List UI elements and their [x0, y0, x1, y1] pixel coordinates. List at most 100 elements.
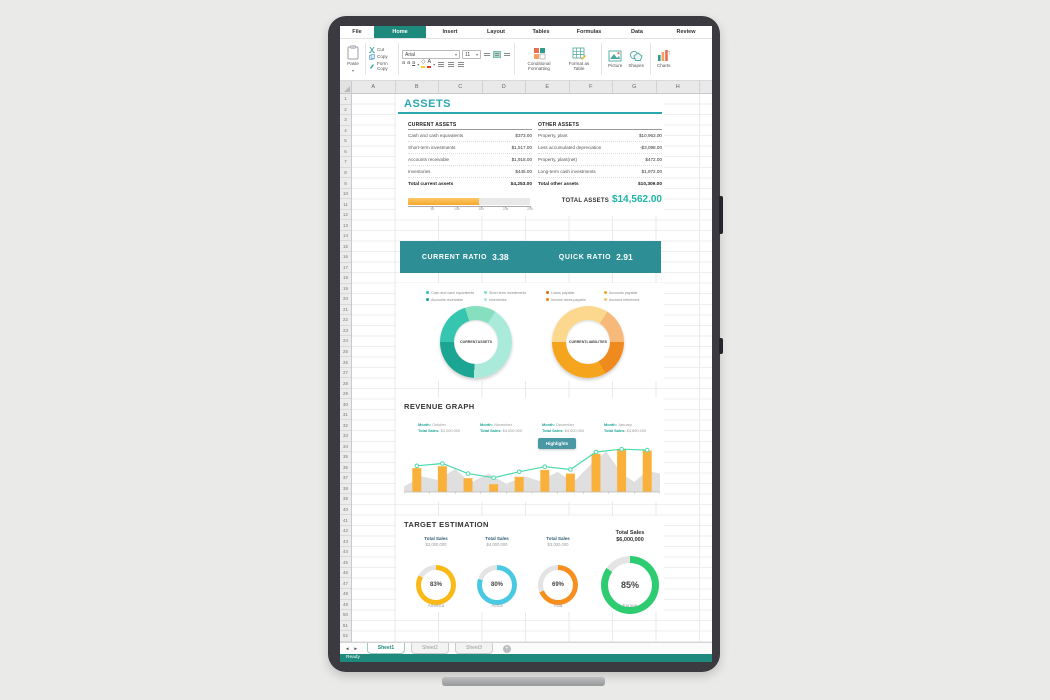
row-header-50[interactable]: 50 [340, 610, 351, 621]
font-size-select[interactable]: 11 ▾ [462, 50, 481, 60]
row-header-23[interactable]: 23 [340, 326, 351, 337]
row-header-21[interactable]: 21 [340, 305, 351, 316]
sheet-tab-sheet1[interactable]: Sheet1 [366, 643, 405, 654]
column-header-B[interactable]: B [396, 81, 439, 93]
row-header-48[interactable]: 48 [340, 589, 351, 600]
copy-button[interactable]: Copy [369, 54, 395, 60]
row-header-39[interactable]: 39 [340, 494, 351, 505]
fill-color-button[interactable]: ◇ [421, 60, 426, 68]
tab-formulas[interactable]: Formulas [576, 29, 602, 35]
paste-dropdown-caret[interactable]: ▾ [351, 67, 354, 73]
column-header-F[interactable]: F [570, 81, 613, 93]
tab-tables[interactable]: Tables [532, 29, 550, 35]
row-header-46[interactable]: 46 [340, 568, 351, 579]
sheet-tab-sheet3[interactable]: Sheet3 [454, 643, 493, 654]
font-name-select[interactable]: Arial ▾ [402, 50, 460, 60]
row-header-10[interactable]: 10 [340, 189, 351, 200]
row-header-33[interactable]: 33 [340, 431, 351, 442]
row-header-35[interactable]: 35 [340, 452, 351, 463]
tab-review[interactable]: Review [676, 29, 696, 35]
row-header-43[interactable]: 43 [340, 536, 351, 547]
charts-button[interactable]: ? Charts [654, 41, 674, 77]
tab-insert[interactable]: Insert [442, 29, 458, 35]
row-header-37[interactable]: 37 [340, 473, 351, 484]
row-header-13[interactable]: 13 [340, 220, 351, 231]
row-header-51[interactable]: 51 [340, 621, 351, 632]
row-header-28[interactable]: 28 [340, 378, 351, 389]
align-left-button[interactable] [437, 61, 445, 68]
row-header-40[interactable]: 40 [340, 505, 351, 516]
tab-data[interactable]: Data [631, 29, 643, 35]
shapes-button[interactable]: Shapes [625, 41, 647, 77]
italic-button[interactable]: a [407, 60, 411, 67]
row-header-22[interactable]: 22 [340, 315, 351, 326]
row-header-30[interactable]: 30 [340, 399, 351, 410]
row-header-12[interactable]: 12 [340, 210, 351, 221]
conditional-formatting-button[interactable]: Conditional Formatting [518, 41, 560, 77]
row-header-41[interactable]: 41 [340, 515, 351, 526]
format-as-table-button[interactable]: Format as Table [560, 41, 598, 77]
row-header-45[interactable]: 45 [340, 557, 351, 568]
picture-button[interactable]: Picture [605, 41, 625, 77]
column-header-E[interactable]: E [526, 81, 570, 93]
row-header-9[interactable]: 9 [340, 178, 351, 189]
sheet-tab-sheet2[interactable]: Sheet2 [410, 643, 449, 654]
row-header-27[interactable]: 27 [340, 368, 351, 379]
bold-button[interactable]: a [402, 60, 406, 67]
row-header-44[interactable]: 44 [340, 547, 351, 558]
row-header-42[interactable]: 42 [340, 526, 351, 537]
sheet-nav-left-icon[interactable]: ◄ [345, 646, 350, 651]
tab-layout[interactable]: Layout [486, 29, 506, 35]
row-header-26[interactable]: 26 [340, 357, 351, 368]
select-all-corner[interactable] [340, 81, 352, 93]
row-header-34[interactable]: 34 [340, 442, 351, 453]
paste-button[interactable]: Paste ▾ [344, 41, 362, 77]
add-sheet-button[interactable]: + [502, 644, 511, 653]
tab-file[interactable]: File [352, 29, 362, 35]
row-header-17[interactable]: 17 [340, 263, 351, 274]
column-header-C[interactable]: C [439, 81, 483, 93]
row-header-47[interactable]: 47 [340, 578, 351, 589]
row-header-36[interactable]: 36 [340, 463, 351, 474]
row-header-3[interactable]: 3 [340, 115, 351, 126]
row-header-16[interactable]: 16 [340, 252, 351, 263]
row-header-49[interactable]: 49 [340, 600, 351, 611]
row-header-38[interactable]: 38 [340, 484, 351, 495]
row-header-19[interactable]: 19 [340, 284, 351, 295]
tab-home[interactable]: Home [374, 26, 426, 38]
align-right-button[interactable] [457, 61, 465, 68]
row-header-14[interactable]: 14 [340, 231, 351, 242]
align-center-button[interactable] [447, 61, 455, 68]
underline-button[interactable]: a [412, 60, 416, 67]
column-header-H[interactable]: H [657, 81, 700, 93]
row-header-6[interactable]: 6 [340, 147, 351, 158]
row-header-5[interactable]: 5 [340, 136, 351, 147]
align-middle-button[interactable] [493, 51, 501, 59]
chevron-down-icon[interactable]: ▾ [433, 61, 436, 67]
column-header-G[interactable]: G [613, 81, 657, 93]
column-header-A[interactable]: A [352, 81, 396, 93]
row-header-15[interactable]: 15 [340, 241, 351, 252]
align-bottom-button[interactable] [503, 51, 511, 58]
font-color-button[interactable]: A [427, 60, 432, 68]
row-header-29[interactable]: 29 [340, 389, 351, 400]
sheet-nav-right-icon[interactable]: ► [353, 646, 358, 651]
row-header-18[interactable]: 18 [340, 273, 351, 284]
column-header-D[interactable]: D [483, 81, 526, 93]
row-header-11[interactable]: 11 [340, 199, 351, 210]
align-top-button[interactable] [483, 51, 491, 58]
row-header-1[interactable]: 1 [340, 94, 351, 105]
row-header-31[interactable]: 31 [340, 410, 351, 421]
row-header-2[interactable]: 2 [340, 105, 351, 116]
row-header-24[interactable]: 24 [340, 336, 351, 347]
worksheet-grid[interactable]: 1 2 3 4 5 6 7 8 9 10 11 12 13 14 15 16 17 18 19 20 21 22 23 24 2… [340, 94, 712, 642]
format-copy-button[interactable]: Form Copy [369, 61, 395, 71]
highlights-button[interactable]: Highlights [538, 438, 576, 449]
row-header-8[interactable]: 8 [340, 168, 351, 179]
row-header-52[interactable]: 52 [340, 631, 351, 642]
cut-button[interactable]: Cut [369, 46, 395, 53]
row-header-25[interactable]: 25 [340, 347, 351, 358]
row-header-4[interactable]: 4 [340, 126, 351, 137]
row-header-32[interactable]: 32 [340, 420, 351, 431]
row-header-20[interactable]: 20 [340, 294, 351, 305]
